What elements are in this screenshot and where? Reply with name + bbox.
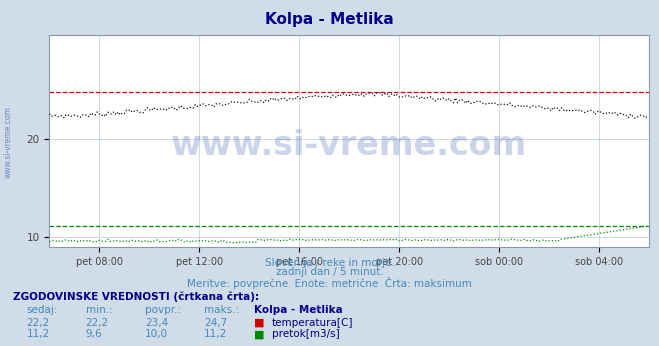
Text: Meritve: povprečne  Enote: metrične  Črta: maksimum: Meritve: povprečne Enote: metrične Črta:… <box>187 277 472 289</box>
Text: www.si-vreme.com: www.si-vreme.com <box>171 129 527 162</box>
Text: 11,2: 11,2 <box>26 329 49 339</box>
Text: 24,7: 24,7 <box>204 318 227 328</box>
Text: ZGODOVINSKE VREDNOSTI (črtkana črta):: ZGODOVINSKE VREDNOSTI (črtkana črta): <box>13 291 259 302</box>
Text: min.:: min.: <box>86 305 113 315</box>
Text: www.si-vreme.com: www.si-vreme.com <box>3 106 13 178</box>
Text: 11,2: 11,2 <box>204 329 227 339</box>
Text: Kolpa - Metlika: Kolpa - Metlika <box>265 12 394 27</box>
Text: ■: ■ <box>254 329 264 339</box>
Text: pretok[m3/s]: pretok[m3/s] <box>272 329 340 339</box>
Text: temperatura[C]: temperatura[C] <box>272 318 354 328</box>
Text: 22,2: 22,2 <box>86 318 109 328</box>
Text: zadnji dan / 5 minut.: zadnji dan / 5 minut. <box>275 267 384 277</box>
Text: 23,4: 23,4 <box>145 318 168 328</box>
Text: Kolpa - Metlika: Kolpa - Metlika <box>254 305 343 315</box>
Text: ■: ■ <box>254 318 264 328</box>
Text: maks.:: maks.: <box>204 305 239 315</box>
Text: Slovenija / reke in morje.: Slovenija / reke in morje. <box>264 258 395 268</box>
Text: sedaj:: sedaj: <box>26 305 58 315</box>
Text: 22,2: 22,2 <box>26 318 49 328</box>
Text: povpr.:: povpr.: <box>145 305 181 315</box>
Text: 10,0: 10,0 <box>145 329 168 339</box>
Text: 9,6: 9,6 <box>86 329 102 339</box>
